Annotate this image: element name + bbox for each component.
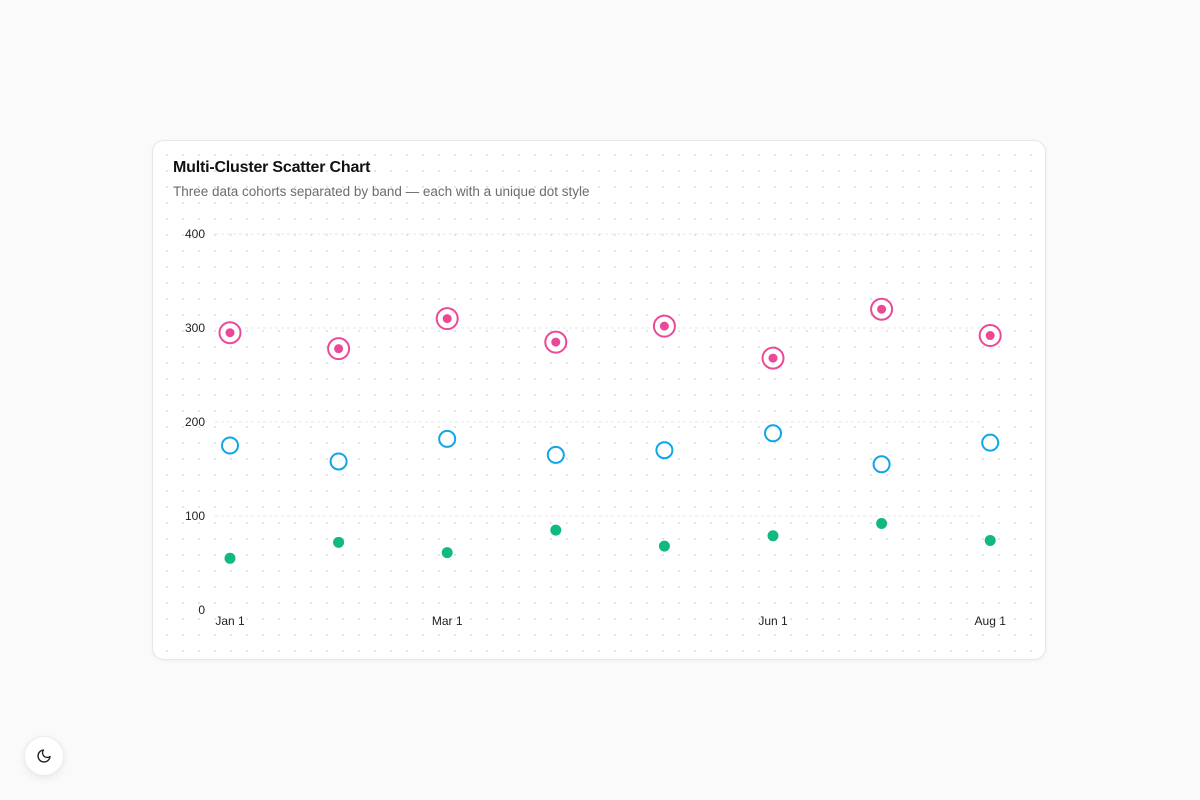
data-points: [218, 297, 1002, 564]
data-point[interactable]: [658, 540, 670, 552]
data-point[interactable]: [441, 547, 453, 559]
y-tick-label: 0: [198, 603, 205, 617]
data-point[interactable]: [435, 307, 459, 331]
data-point[interactable]: [546, 445, 565, 464]
scatter-plot: 0 100 200 300 400 Jan 1 Mar 1 Jun 1 Aug 1: [185, 227, 1006, 628]
data-point[interactable]: [870, 297, 894, 321]
y-tick-label: 100: [185, 509, 205, 523]
data-point[interactable]: [224, 552, 236, 564]
gridlines: [215, 233, 983, 517]
x-axis: Jan 1 Mar 1 Jun 1 Aug 1: [215, 614, 1006, 628]
chart-title: Multi-Cluster Scatter Chart: [173, 159, 371, 176]
data-point[interactable]: [329, 452, 348, 471]
y-tick-label: 200: [185, 415, 205, 429]
data-point[interactable]: [218, 321, 242, 345]
data-point[interactable]: [984, 534, 996, 546]
data-point[interactable]: [872, 455, 891, 474]
data-point[interactable]: [544, 330, 568, 354]
chart-subtitle: Three data cohorts separated by band — e…: [173, 184, 590, 199]
y-tick-label: 300: [185, 321, 205, 335]
data-point[interactable]: [767, 530, 779, 542]
data-point[interactable]: [550, 524, 562, 536]
data-point[interactable]: [978, 324, 1002, 348]
data-point[interactable]: [655, 441, 674, 460]
x-tick-label: Jan 1: [215, 614, 245, 628]
x-tick-label: Mar 1: [432, 614, 463, 628]
data-point[interactable]: [333, 536, 345, 548]
data-point[interactable]: [652, 314, 676, 338]
y-axis: 0 100 200 300 400: [185, 227, 205, 617]
data-point[interactable]: [876, 518, 888, 530]
data-point[interactable]: [327, 337, 351, 361]
data-point[interactable]: [438, 429, 457, 448]
theme-toggle-button[interactable]: [24, 736, 64, 776]
data-point[interactable]: [761, 346, 785, 370]
data-point[interactable]: [221, 436, 239, 455]
chart-card: Multi-Cluster Scatter Chart Three data c…: [152, 140, 1046, 660]
x-tick-label: Jun 1: [758, 614, 788, 628]
y-tick-label: 400: [185, 227, 205, 241]
data-point[interactable]: [981, 433, 1000, 452]
moon-icon: [37, 749, 51, 763]
data-point[interactable]: [764, 424, 782, 443]
x-tick-label: Aug 1: [975, 614, 1007, 628]
